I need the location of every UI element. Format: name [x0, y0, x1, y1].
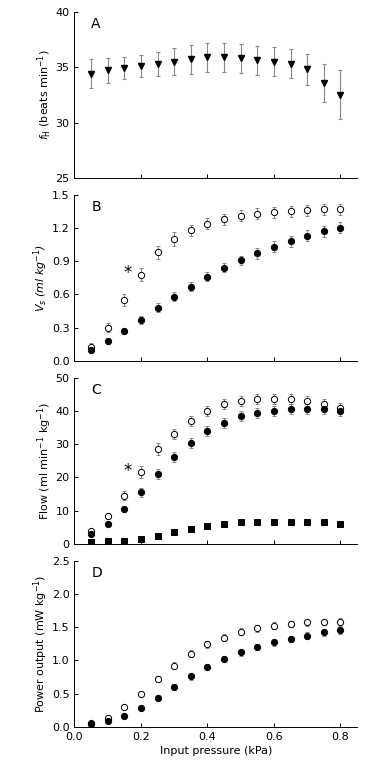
Y-axis label: $V_s$ (ml kg$^{-1}$): $V_s$ (ml kg$^{-1}$): [32, 244, 50, 312]
Text: C: C: [92, 383, 101, 397]
Y-axis label: $f_\mathrm{H}$ (beats min$^{-1}$): $f_\mathrm{H}$ (beats min$^{-1}$): [36, 50, 54, 140]
Text: B: B: [92, 200, 101, 214]
Text: *: *: [123, 462, 132, 480]
Y-axis label: Flow (ml min$^{-1}$ kg$^{-1}$): Flow (ml min$^{-1}$ kg$^{-1}$): [35, 402, 54, 519]
Text: D: D: [92, 566, 102, 580]
Text: *: *: [123, 264, 132, 282]
X-axis label: Input pressure (kPa): Input pressure (kPa): [160, 746, 272, 756]
Text: A: A: [92, 16, 101, 30]
Y-axis label: Power output (mW kg$^{-1}$): Power output (mW kg$^{-1}$): [32, 575, 50, 713]
